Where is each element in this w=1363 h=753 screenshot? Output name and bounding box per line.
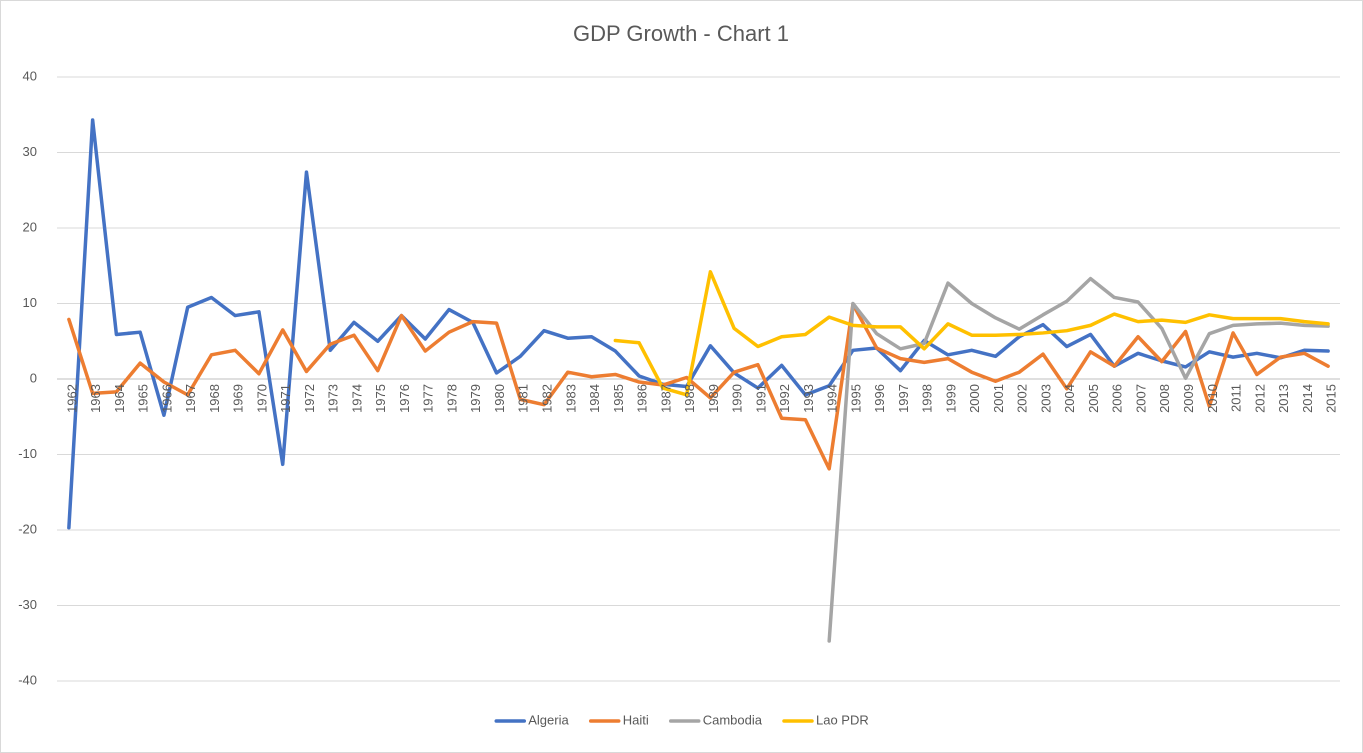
x-tick-label: 1985	[611, 384, 626, 413]
series-line	[67, 302, 1330, 471]
y-tick-label: -40	[18, 672, 37, 687]
x-tick-label: 1973	[326, 384, 341, 413]
x-tick-label: 1981	[516, 384, 531, 413]
x-tick-label: 1967	[183, 384, 198, 413]
series-line	[613, 270, 1330, 397]
x-tick-label: 1966	[159, 384, 174, 413]
y-tick-label: -30	[18, 597, 37, 612]
x-tick-label: 1989	[706, 384, 721, 413]
x-tick-label: 1962	[64, 384, 79, 413]
x-tick-label: 1974	[349, 384, 364, 413]
x-tick-label: 2006	[1110, 384, 1125, 413]
x-tick-label: 2004	[1062, 384, 1077, 413]
x-tick-label: 1968	[207, 384, 222, 413]
x-tick-label: 2003	[1038, 384, 1053, 413]
x-tick-label: 1970	[254, 384, 269, 413]
x-tick-label: 1998	[920, 384, 935, 413]
x-tick-label: 1997	[896, 384, 911, 413]
x-tick-label: 1999	[943, 384, 958, 413]
x-tick-label: 1976	[397, 384, 412, 413]
x-tick-label: 1982	[540, 384, 555, 413]
x-tick-label: 1977	[421, 384, 436, 413]
x-tick-label: 1964	[112, 384, 127, 413]
x-tick-label: 1975	[373, 384, 388, 413]
x-tick-label: 2015	[1324, 384, 1339, 413]
x-tick-label: 1990	[730, 384, 745, 413]
x-tick-label: 1969	[231, 384, 246, 413]
x-tick-label: 1978	[444, 384, 459, 413]
x-tick-label: 1963	[88, 384, 103, 413]
legend-label: Haiti	[623, 712, 649, 727]
x-tick-label: 1971	[278, 384, 293, 413]
x-tick-label: 1996	[872, 384, 887, 413]
x-tick-label: 2009	[1181, 384, 1196, 413]
legend-label: Cambodia	[703, 712, 763, 727]
y-tick-label: 30	[23, 144, 37, 159]
x-tick-label: 2013	[1276, 384, 1291, 413]
x-tick-label: 1986	[635, 384, 650, 413]
x-tick-label: 2010	[1205, 384, 1220, 413]
y-tick-label: 0	[30, 370, 37, 385]
y-tick-label: -20	[18, 521, 37, 536]
y-tick-label: -10	[18, 446, 37, 461]
legend-label: Algeria	[528, 712, 569, 727]
x-tick-label: 1992	[777, 384, 792, 413]
x-tick-label: 1980	[492, 384, 507, 413]
chart-title: GDP Growth - Chart 1	[573, 21, 789, 46]
x-tick-label: 1993	[801, 384, 816, 413]
x-tick-label: 2005	[1086, 384, 1101, 413]
x-tick-label: 2011	[1229, 384, 1244, 412]
x-tick-label: 1965	[136, 384, 151, 413]
x-tick-label: 1984	[587, 384, 602, 413]
series-line	[827, 276, 1330, 643]
x-tick-label: 2007	[1133, 384, 1148, 413]
x-tick-label: 1979	[468, 384, 483, 413]
x-tick-label: 1988	[682, 384, 697, 413]
y-tick-label: 40	[23, 68, 37, 83]
x-tick-label: 1987	[658, 384, 673, 413]
y-tick-label: 10	[23, 295, 37, 310]
x-tick-label: 2001	[991, 384, 1006, 413]
x-tick-label: 2008	[1157, 384, 1172, 413]
x-tick-label: 2002	[1015, 384, 1030, 413]
x-tick-label: 1972	[302, 384, 317, 413]
legend-label: Lao PDR	[816, 712, 869, 727]
x-tick-label: 1983	[563, 384, 578, 413]
x-tick-label: 2014	[1300, 384, 1315, 413]
x-tick-label: 1991	[753, 384, 768, 413]
y-tick-label: 20	[23, 219, 37, 234]
x-tick-label: 1995	[848, 384, 863, 413]
x-tick-label: 2000	[967, 384, 982, 413]
x-tick-label: 2012	[1252, 384, 1267, 413]
x-tick-label: 1994	[825, 384, 840, 413]
